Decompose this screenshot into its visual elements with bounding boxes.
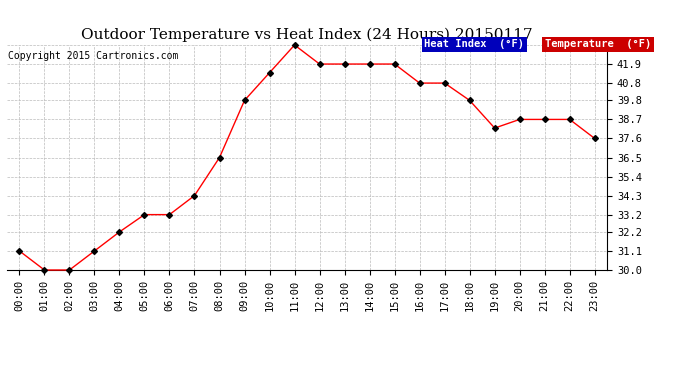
Text: Heat Index  (°F): Heat Index (°F) [424, 39, 524, 50]
Text: Copyright 2015 Cartronics.com: Copyright 2015 Cartronics.com [8, 51, 179, 61]
Text: Temperature  (°F): Temperature (°F) [545, 39, 651, 50]
Title: Outdoor Temperature vs Heat Index (24 Hours) 20150117: Outdoor Temperature vs Heat Index (24 Ho… [81, 28, 533, 42]
